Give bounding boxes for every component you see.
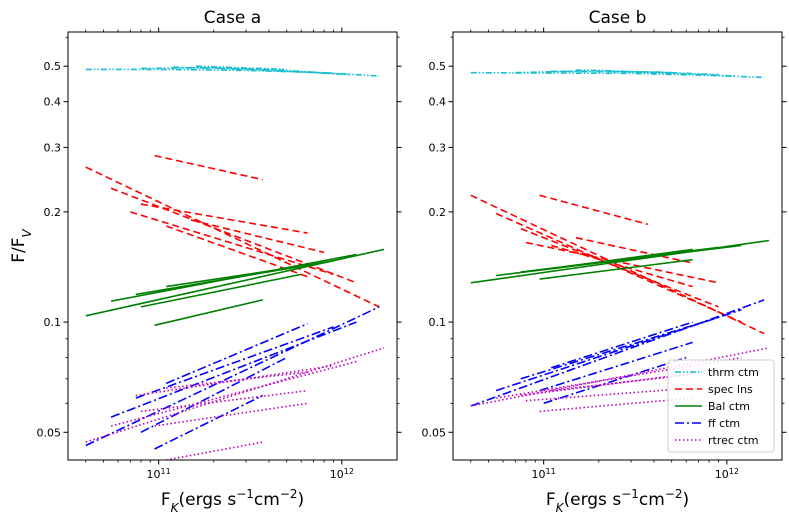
series-bal-line-0 <box>85 248 385 317</box>
y-tick-label: 0.1 <box>429 316 447 329</box>
y-tick-label: 0.1 <box>44 316 62 329</box>
y-tick-label: 0.05 <box>422 426 447 439</box>
series-spec-line-1 <box>539 194 648 226</box>
legend-label-spec: spec lns <box>708 383 753 396</box>
legend-label-ff: ff ctm <box>708 417 740 430</box>
series-ff-line-4 <box>140 356 288 434</box>
x-axis-label: FK(ergs s−1cm−2) <box>546 487 689 515</box>
series-bal-line-4 <box>539 258 693 280</box>
series-bal-line-3 <box>551 248 693 270</box>
y-tick-label: 0.4 <box>429 96 447 109</box>
series-rtrec-line-5 <box>539 397 693 413</box>
series-spec-line-1 <box>154 154 263 181</box>
series-ff-line-2 <box>520 316 719 380</box>
series-ff-line-0 <box>470 299 765 407</box>
series-spec-line-3 <box>520 227 719 308</box>
series-spec-line-6 <box>190 219 325 254</box>
x-tick-label: 1011 <box>532 467 556 482</box>
series-ff-line-3 <box>550 321 693 369</box>
legend: thrm ctm spec lns Bal ctm ff ctm rtrec ctm <box>667 359 775 453</box>
y-tick-label: 0.3 <box>429 141 447 154</box>
series-ff-line-1 <box>110 321 357 418</box>
panel-case-a: 1011 1012 0.5 0.4 0.3 0.2 0.1 0.05 Case a FK(ergs… <box>37 8 402 515</box>
x-tick-label: 1012 <box>715 467 739 482</box>
x-tick-label: 1011 <box>147 467 171 482</box>
series-ff-line-3 <box>165 322 308 385</box>
legend-label-thrm: thrm ctm <box>708 366 759 379</box>
x-axis-label: FK(ergs s−1cm−2) <box>161 487 304 515</box>
y-tick-label: 0.2 <box>429 206 447 219</box>
series-rtrec-line-2 <box>520 369 719 397</box>
series-rtrec-line-0 <box>85 347 385 443</box>
series-rtrec-line-0 <box>470 347 770 407</box>
series-ff-line-4 <box>539 341 693 392</box>
series-rtrec-line-6 <box>166 441 263 460</box>
series-ff-line-5 <box>154 394 264 450</box>
series-rtrec-line-1 <box>495 356 742 399</box>
series-thrm-line-2 <box>173 66 334 75</box>
series-rtrec-line-5 <box>154 402 308 427</box>
series-spec-line-3 <box>130 211 334 276</box>
series-thrm-line-0 <box>85 68 380 77</box>
series-spec-line-6 <box>575 236 693 264</box>
series-ff-line-2 <box>135 326 334 399</box>
series-bal-line-5 <box>154 299 263 327</box>
x-tick-label: 1012 <box>330 467 354 482</box>
series-rtrec-line-2 <box>135 364 334 397</box>
series-ff-line-0 <box>85 306 380 447</box>
y-axis-label: F/FV <box>9 228 34 262</box>
y-tick-label: 0.3 <box>44 141 62 154</box>
y-tick-label: 0.05 <box>37 426 62 439</box>
panel-title: Case a <box>204 8 261 28</box>
series-thrm-line-0 <box>470 71 765 79</box>
series-spec-line-2 <box>110 187 357 284</box>
series-rtrec-line-4 <box>140 389 308 413</box>
y-tick-label: 0.5 <box>429 60 447 73</box>
legend-label-bal: Bal ctm <box>708 400 750 413</box>
panel-case-b: 1011 1012 0.5 0.4 0.3 0.2 0.1 0.05 Case b FK(ergs… <box>422 8 787 515</box>
series-bal-line-4 <box>140 273 302 308</box>
series-spec-line-0 <box>85 166 380 308</box>
series-thrm-line-3 <box>575 69 672 74</box>
plot-frame <box>67 31 398 461</box>
legend-label-rtrec: rtrec ctm <box>708 434 759 447</box>
series-thrm-line-3 <box>195 65 287 71</box>
y-tick-label: 0.5 <box>44 60 62 73</box>
y-tick-label: 0.2 <box>44 206 62 219</box>
series-spec-line-5 <box>140 203 308 234</box>
plot-frame <box>452 31 783 461</box>
series-spec-line-0 <box>470 194 765 335</box>
series-bal-line-3 <box>166 264 308 288</box>
series-ff-line-5 <box>543 356 687 405</box>
panel-title: Case b <box>589 8 647 28</box>
y-tick-label: 0.4 <box>44 96 62 109</box>
